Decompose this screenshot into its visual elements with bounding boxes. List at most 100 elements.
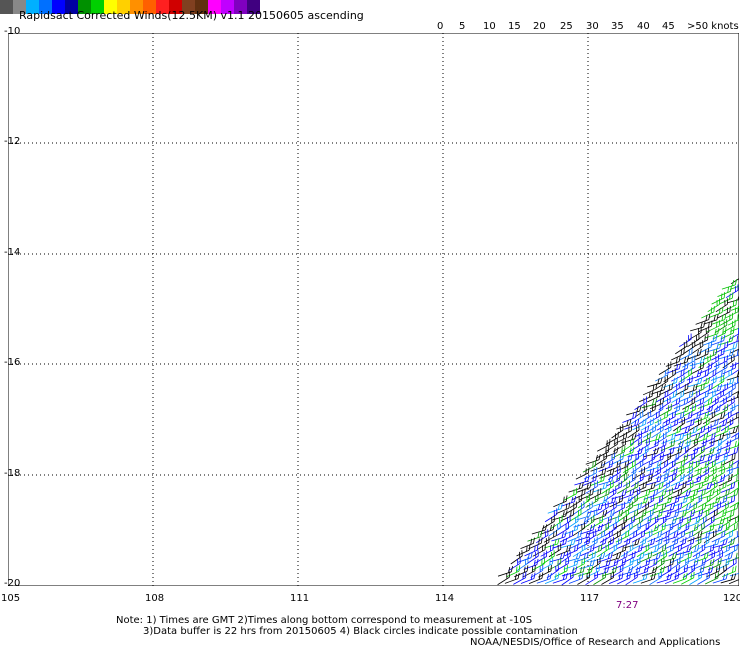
wind-barb — [696, 417, 710, 431]
wind-barb — [574, 475, 590, 486]
wind-barb — [546, 564, 559, 579]
wind-barb — [596, 501, 609, 516]
wind-barb — [648, 537, 663, 550]
wind-barb — [555, 502, 571, 515]
wind-barb — [524, 544, 539, 557]
wind-barb — [714, 564, 727, 579]
wind-barb — [631, 529, 645, 543]
wind-barb — [683, 523, 699, 535]
wind-barb — [596, 543, 610, 558]
wind-barb — [707, 298, 721, 313]
wind-barb — [723, 446, 739, 458]
wind-barb — [712, 573, 728, 584]
wind-barb — [563, 487, 578, 501]
wind-barb — [589, 515, 604, 529]
wind-barb — [673, 397, 689, 410]
wind-barb — [609, 495, 624, 508]
wind-barb — [678, 474, 693, 487]
wind-barb — [630, 473, 644, 487]
wind-barb — [711, 466, 725, 480]
wind-barb — [727, 468, 739, 480]
wind-barb — [636, 543, 650, 558]
wind-barb — [632, 481, 647, 494]
wind-barb — [590, 460, 606, 472]
wind-barb — [643, 558, 658, 571]
wind-barb — [687, 377, 703, 388]
wind-barb — [703, 459, 716, 473]
wind-barb — [531, 524, 548, 535]
wind-barb — [717, 306, 731, 319]
wind-barb — [528, 572, 544, 585]
wind-barb — [721, 495, 736, 508]
wind-barb — [608, 572, 624, 584]
wind-barb — [647, 390, 661, 403]
wind-barb — [534, 550, 548, 564]
wind-barb — [612, 501, 626, 515]
scale-swatch-18 — [234, 0, 247, 14]
wind-barb — [711, 348, 725, 361]
wind-barb — [690, 425, 706, 437]
scale-swatch-11 — [143, 0, 156, 14]
wind-barb — [604, 522, 617, 537]
wind-barb — [664, 482, 681, 493]
wind-barb — [729, 481, 739, 495]
wind-barb — [596, 522, 609, 537]
wind-barb — [628, 487, 641, 502]
wind-barb — [679, 348, 693, 361]
wind-barb — [624, 466, 637, 481]
wind-barb — [720, 573, 737, 584]
wind-barb — [611, 445, 626, 459]
wind-barb — [575, 531, 591, 542]
wind-barb — [704, 572, 719, 585]
wind-barb — [684, 501, 698, 515]
wind-barb — [552, 573, 568, 584]
wind-barb — [690, 565, 705, 577]
lon-label-120: 120 — [723, 593, 740, 604]
wind-barb — [620, 501, 633, 515]
wind-barb — [702, 474, 717, 487]
wind-barb — [619, 488, 635, 500]
wind-barb — [711, 292, 726, 305]
wind-barb — [538, 565, 552, 578]
wind-barb — [565, 552, 582, 563]
wind-barb — [696, 536, 710, 551]
wind-barb — [542, 515, 555, 529]
wind-barb — [560, 538, 576, 549]
wind-barb — [715, 446, 731, 458]
wind-barb — [606, 460, 621, 473]
wind-barb — [560, 509, 575, 522]
wind-barb — [682, 426, 698, 437]
wind-barb — [687, 389, 700, 404]
wind-barb — [697, 453, 713, 465]
wind-barb — [595, 559, 611, 570]
wind-barb — [720, 481, 736, 493]
wind-barb — [718, 474, 733, 487]
wind-barb — [532, 543, 546, 557]
wind-barb — [576, 481, 592, 493]
wind-barb — [627, 502, 642, 515]
wind-barb — [551, 531, 567, 542]
wind-barb — [622, 551, 636, 564]
wind-barb — [723, 299, 737, 312]
wind-barb — [673, 495, 688, 507]
wind-barb — [707, 558, 722, 571]
scale-swatch-3 — [39, 0, 52, 14]
wind-barb — [652, 544, 667, 557]
wind-barb — [728, 419, 739, 430]
wind-barb — [556, 544, 571, 556]
wind-barb — [642, 403, 656, 417]
wind-barb — [685, 516, 701, 529]
wind-barb — [586, 565, 600, 578]
wind-barb — [614, 550, 628, 564]
scale-label-4: 20 — [533, 21, 546, 32]
wind-barb — [614, 460, 630, 472]
wind-barb — [660, 439, 676, 452]
wind-barb — [678, 460, 694, 472]
note-line-2: 3)Data buffer is 22 hrs from 20150605 4)… — [143, 626, 578, 637]
wind-barb — [687, 467, 702, 480]
wind-barb — [719, 292, 734, 305]
wind-barb — [556, 522, 569, 536]
wind-barb — [654, 459, 668, 473]
wind-barb — [716, 544, 731, 557]
lon-label-105: 105 — [1, 593, 21, 604]
